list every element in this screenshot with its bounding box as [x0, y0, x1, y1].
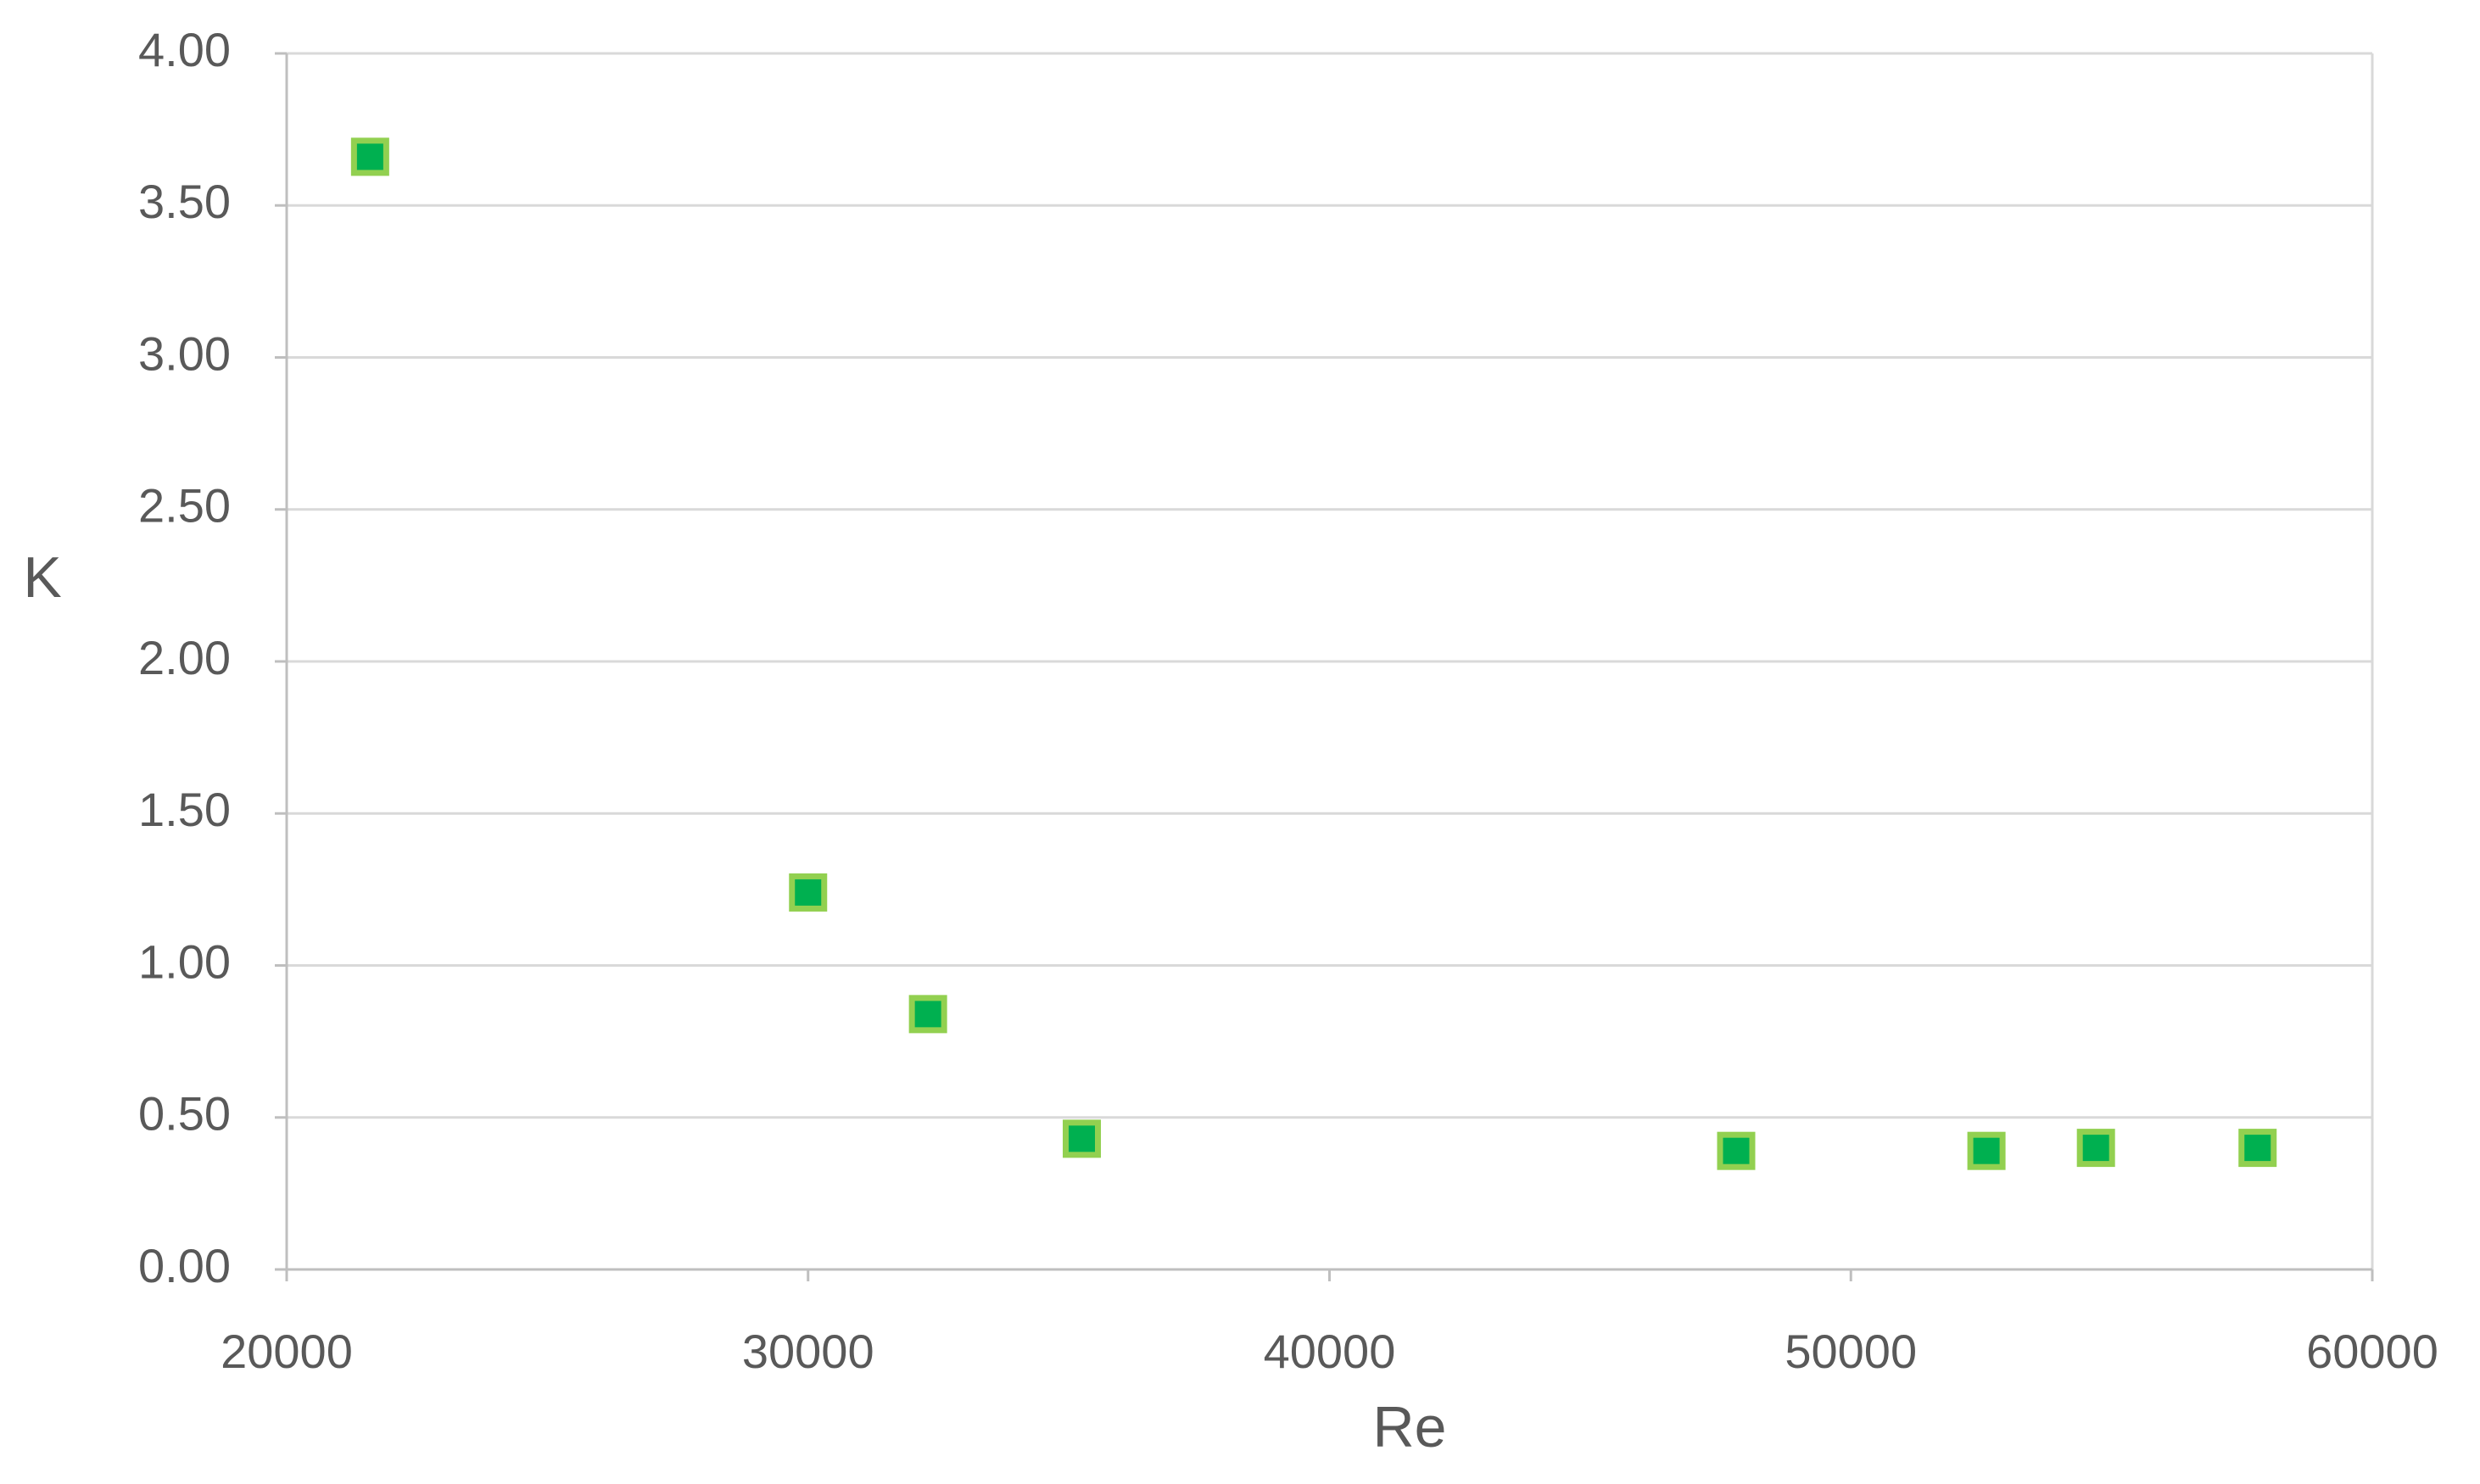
marker — [789, 873, 828, 912]
marker — [2076, 1129, 2115, 1168]
y-tick-label: 3.00 — [138, 326, 231, 380]
y-tick-label: 1.00 — [138, 934, 231, 988]
marker — [350, 137, 389, 176]
marker — [1062, 1119, 1101, 1158]
y-tick-label: 2.00 — [138, 631, 231, 684]
y-axis-title: K — [23, 545, 61, 610]
marker — [1717, 1131, 1756, 1170]
x-tick-label: 30000 — [742, 1325, 874, 1378]
x-tick-label: 50000 — [1785, 1325, 1917, 1378]
y-tick-label: 4.00 — [138, 23, 231, 76]
x-tick-label: 40000 — [1264, 1325, 1396, 1378]
marker — [908, 995, 947, 1034]
x-axis-title: Re — [1373, 1395, 1447, 1459]
y-tick-label: 0.00 — [138, 1239, 231, 1292]
x-tick-label: 20000 — [221, 1325, 353, 1378]
y-tick-label: 1.50 — [138, 783, 231, 836]
marker — [2238, 1129, 2277, 1168]
y-tick-label: 3.50 — [138, 175, 231, 228]
x-tick-label: 60000 — [2306, 1325, 2438, 1378]
y-tick-label: 0.50 — [138, 1087, 231, 1141]
marker — [1967, 1131, 2006, 1170]
y-tick-label: 2.50 — [138, 479, 231, 533]
